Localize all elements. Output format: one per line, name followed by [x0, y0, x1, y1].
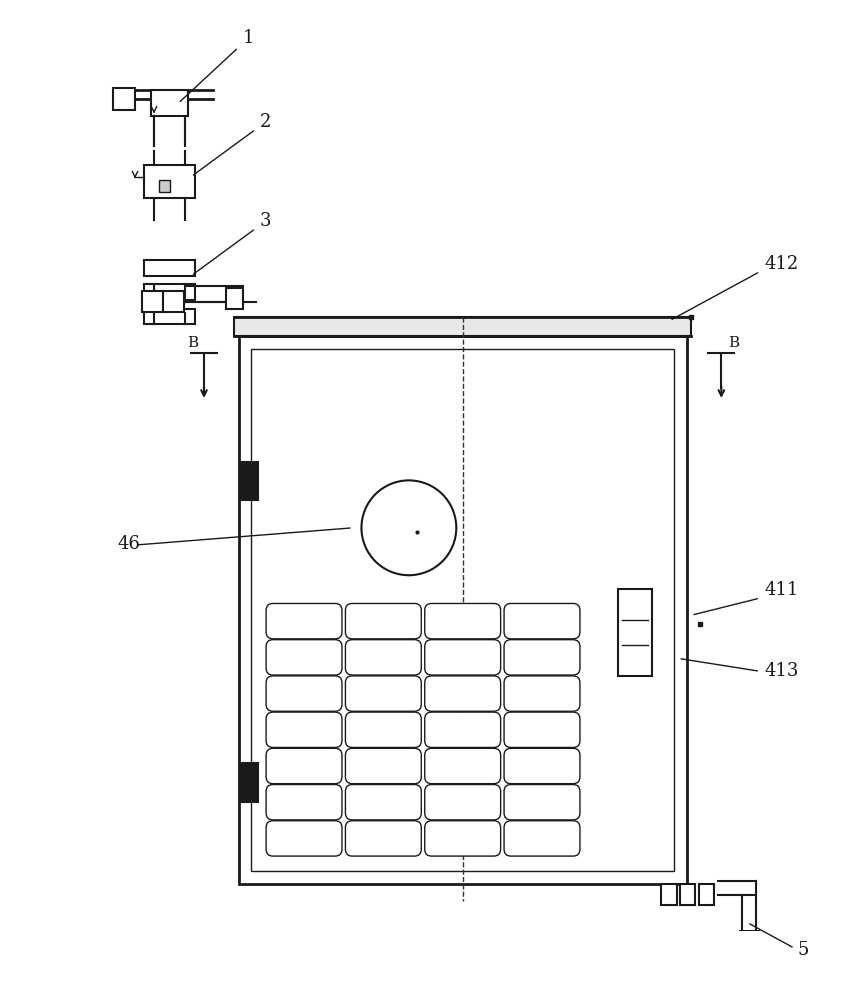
FancyBboxPatch shape — [266, 640, 342, 675]
FancyBboxPatch shape — [504, 640, 580, 675]
Text: 46: 46 — [118, 535, 141, 553]
FancyBboxPatch shape — [504, 603, 580, 639]
FancyBboxPatch shape — [425, 712, 501, 747]
Text: 411: 411 — [765, 581, 799, 599]
Text: 1: 1 — [243, 29, 254, 47]
Bar — [113, 88, 135, 110]
FancyBboxPatch shape — [345, 603, 421, 639]
FancyBboxPatch shape — [266, 603, 342, 639]
Circle shape — [362, 480, 457, 575]
Bar — [252, 349, 674, 871]
Text: 413: 413 — [765, 662, 799, 680]
FancyBboxPatch shape — [425, 785, 501, 820]
FancyBboxPatch shape — [425, 640, 501, 675]
Bar — [144, 309, 195, 324]
Bar — [226, 288, 243, 309]
Text: B: B — [728, 336, 740, 350]
Text: B: B — [187, 336, 198, 350]
FancyBboxPatch shape — [266, 785, 342, 820]
FancyBboxPatch shape — [425, 821, 501, 856]
FancyBboxPatch shape — [345, 676, 421, 711]
FancyBboxPatch shape — [266, 748, 342, 784]
FancyBboxPatch shape — [504, 748, 580, 784]
Bar — [144, 260, 195, 276]
Bar — [680, 884, 695, 905]
FancyBboxPatch shape — [266, 712, 342, 747]
Bar — [661, 884, 676, 905]
FancyBboxPatch shape — [504, 785, 580, 820]
FancyBboxPatch shape — [266, 676, 342, 711]
Text: 3: 3 — [260, 212, 272, 230]
Bar — [163, 291, 184, 312]
Bar — [159, 180, 170, 192]
FancyBboxPatch shape — [345, 640, 421, 675]
Bar — [234, 317, 691, 336]
FancyBboxPatch shape — [266, 821, 342, 856]
Text: 412: 412 — [765, 255, 798, 273]
FancyBboxPatch shape — [345, 821, 421, 856]
Bar — [144, 165, 195, 198]
FancyBboxPatch shape — [504, 712, 580, 747]
FancyBboxPatch shape — [345, 748, 421, 784]
FancyBboxPatch shape — [425, 676, 501, 711]
Bar — [618, 589, 652, 676]
FancyBboxPatch shape — [425, 748, 501, 784]
Text: 5: 5 — [798, 941, 809, 959]
FancyBboxPatch shape — [425, 603, 501, 639]
FancyBboxPatch shape — [504, 676, 580, 711]
Bar — [144, 284, 195, 300]
Bar — [241, 763, 259, 802]
FancyBboxPatch shape — [345, 712, 421, 747]
Bar — [740, 931, 759, 947]
FancyBboxPatch shape — [504, 821, 580, 856]
Bar — [151, 90, 189, 116]
Text: 2: 2 — [260, 113, 272, 131]
Bar — [699, 884, 714, 905]
FancyBboxPatch shape — [345, 785, 421, 820]
Bar — [142, 291, 163, 312]
Bar — [239, 336, 687, 884]
Bar — [241, 462, 259, 500]
